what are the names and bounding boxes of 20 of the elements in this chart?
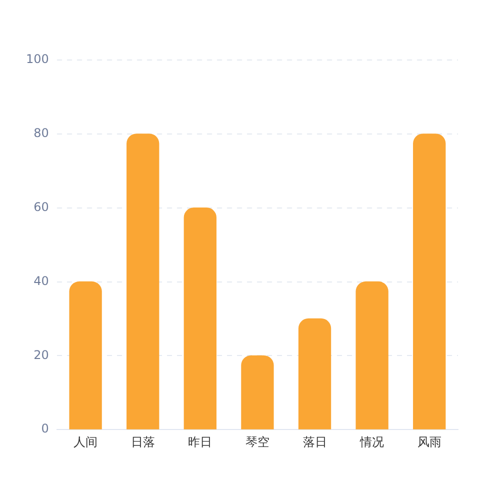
bar — [241, 355, 274, 430]
x-tick-label: 日落 — [130, 434, 155, 449]
x-tick-label: 人间 — [74, 434, 98, 449]
y-tick-label: 40 — [34, 274, 49, 288]
y-tick-label: 20 — [34, 348, 49, 362]
y-tick-label: 0 — [41, 422, 49, 436]
bar — [69, 281, 102, 430]
x-tick-label: 情况 — [359, 434, 384, 449]
y-tick-label: 100 — [26, 52, 49, 66]
y-tick-label: 80 — [34, 126, 49, 140]
bar — [184, 208, 216, 430]
x-tick-label: 落日 — [302, 434, 327, 449]
bar — [298, 318, 332, 430]
bar — [126, 134, 160, 430]
bar — [356, 281, 388, 430]
x-tick-label: 风雨 — [417, 434, 442, 449]
y-tick-label: 60 — [34, 200, 49, 214]
bar — [413, 134, 446, 430]
x-tick-label: 琴空 — [245, 434, 270, 449]
x-tick-label: 昨日 — [188, 434, 212, 449]
